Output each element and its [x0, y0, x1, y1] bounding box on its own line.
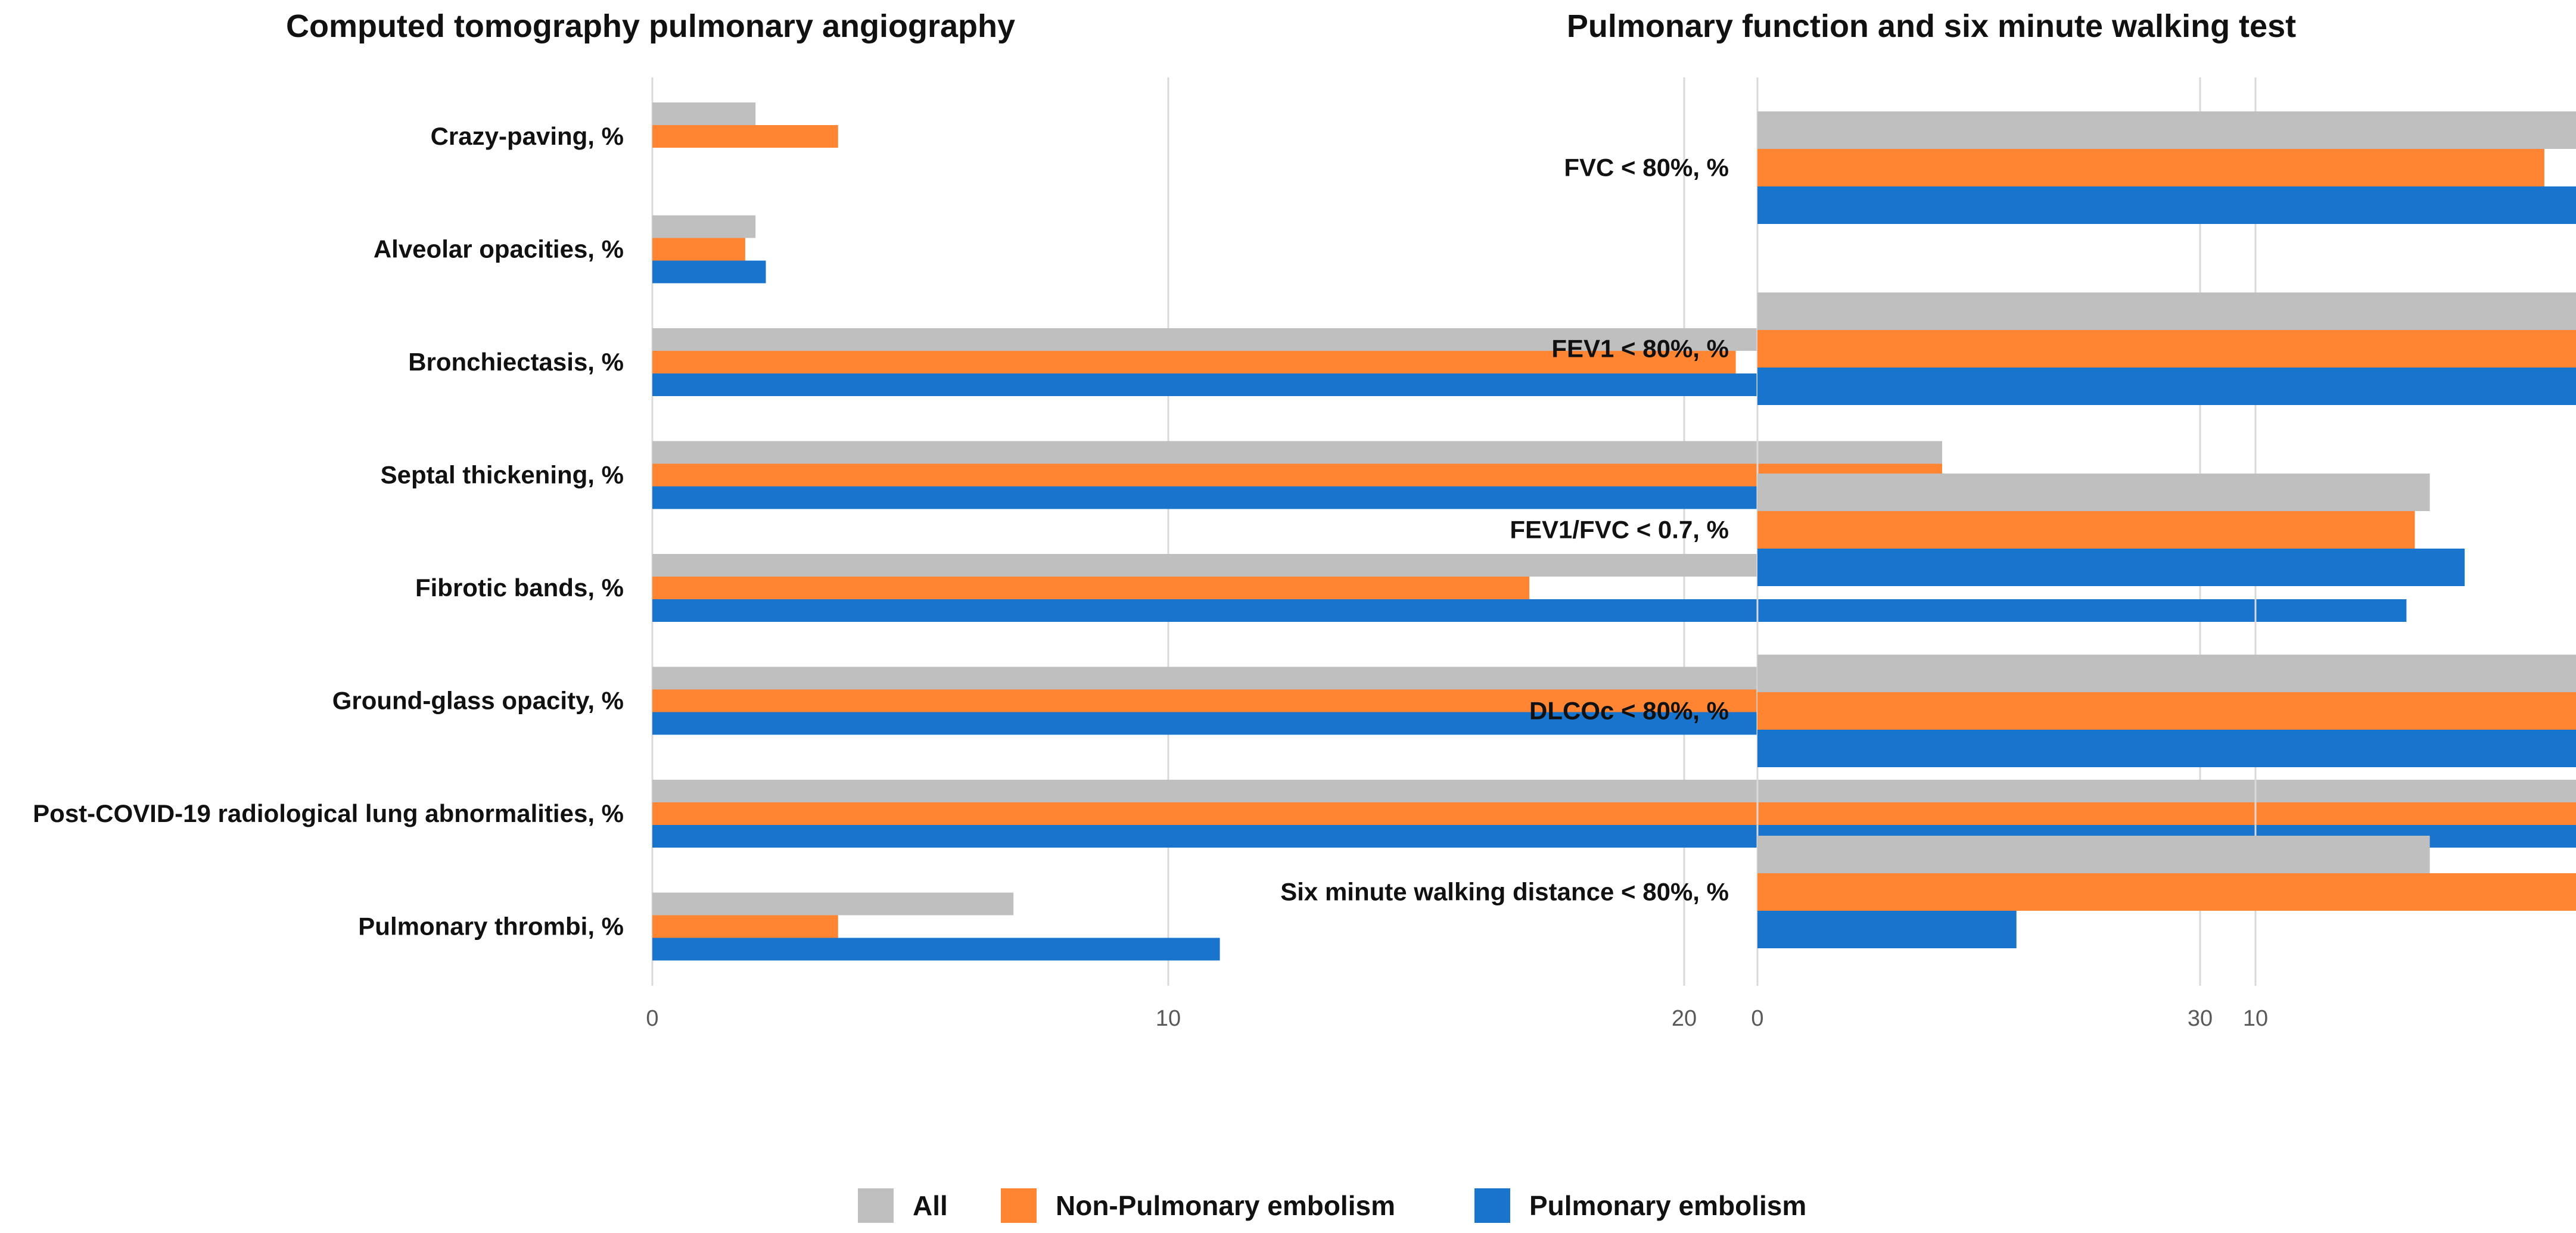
bar-non-pulmonary-embolism-pulmonary-thrombi: [652, 915, 838, 938]
category-label-crazy-paving: Crazy-paving, %: [431, 122, 624, 150]
bar-pulmonary-embolism-dlcoc-80: [1757, 730, 2576, 767]
x-tick-pf-0: 0: [1751, 1006, 1763, 1031]
category-label-post-covid-19-radiological-lung-abnormalities: Post-COVID-19 radiological lung abnormal…: [33, 799, 624, 827]
bar-all-pulmonary-thrombi: [652, 892, 1014, 916]
bar-pulmonary-embolism-fibrotic-bands: [652, 599, 2407, 622]
x-tick-ct-0: 0: [646, 1006, 658, 1031]
bar-non-pulmonary-embolism-bronchiectasis: [652, 351, 1736, 373]
category-label-ground-glass-opacity: Ground-glass opacity, %: [332, 687, 624, 715]
x-tick-ct-20: 20: [1672, 1006, 1697, 1031]
legend-swatch-non-pulmonary-embolism: [1001, 1188, 1037, 1223]
bar-non-pulmonary-embolism-post-covid-19-radiological-lung-abnormalities: [652, 802, 2576, 825]
bar-pulmonary-embolism-fev1-80: [1757, 368, 2576, 405]
bar-all-fev1-80: [1757, 292, 2576, 330]
bars-pf: [1757, 111, 2576, 948]
category-label-fvc-80: FVC < 80%, %: [1564, 154, 1729, 182]
category-labels-ct: Crazy-paving, % Alveolar opacities, % Bron…: [33, 122, 624, 941]
bar-non-pulmonary-embolism-fev1-80: [1757, 330, 2576, 368]
bar-non-pulmonary-embolism-dlcoc-80: [1757, 692, 2576, 730]
legend-label-all: All: [913, 1190, 948, 1221]
category-label-fev1-fvc-0-7: FEV1/FVC < 0.7, %: [1510, 516, 1729, 544]
bar-all-alveolar-opacities: [652, 215, 756, 238]
bar-non-pulmonary-embolism-alveolar-opacities: [652, 238, 745, 261]
category-label-alveolar-opacities: Alveolar opacities, %: [374, 235, 624, 263]
bar-non-pulmonary-embolism-six-minute-walking-distance-80: [1757, 873, 2576, 911]
bar-all-fibrotic-bands: [652, 554, 1942, 577]
bar-non-pulmonary-embolism-fev1-fvc-0-7: [1757, 511, 2415, 549]
bar-pulmonary-embolism-bronchiectasis: [652, 373, 1942, 396]
bar-pulmonary-embolism-septal-thickening: [652, 486, 1942, 509]
bar-pulmonary-embolism-alveolar-opacities: [652, 260, 766, 284]
category-label-six-minute-walking-distance-80: Six minute walking distance < 80%, %: [1280, 878, 1729, 906]
bar-non-pulmonary-embolism-fibrotic-bands: [652, 577, 1530, 599]
bar-non-pulmonary-embolism-crazy-paving: [652, 125, 838, 148]
bar-all-bronchiectasis: [652, 328, 1839, 351]
bar-all-fvc-80: [1757, 111, 2576, 149]
bar-pulmonary-embolism-fvc-80: [1757, 186, 2576, 224]
legend-swatch-all: [858, 1188, 894, 1223]
bar-pulmonary-embolism-six-minute-walking-distance-80: [1757, 911, 2017, 948]
bar-all-crazy-paving: [652, 102, 756, 125]
x-tick-pf-10: 10: [2243, 1006, 2268, 1031]
legend-label-non-pulmonary-embolism: Non-Pulmonary embolism: [1056, 1190, 1395, 1221]
bar-pulmonary-embolism-pulmonary-thrombi: [652, 938, 1220, 961]
chart-title-pulmonary-function: Pulmonary function and six minute walkin…: [1567, 8, 2296, 44]
category-label-septal-thickening: Septal thickening, %: [381, 461, 624, 489]
x-tick-ct-30: 30: [2188, 1006, 2213, 1031]
chart-title-ct: Computed tomography pulmonary angiograph…: [286, 8, 1015, 44]
bar-all-septal-thickening: [652, 441, 1942, 464]
bar-pulmonary-embolism-fev1-fvc-0-7: [1757, 549, 2465, 586]
legend-swatch-pulmonary-embolism: [1474, 1188, 1510, 1223]
x-tick-labels-ct: 010203040506070: [646, 1006, 2213, 1031]
bar-non-pulmonary-embolism-septal-thickening: [652, 463, 1942, 487]
chart-pulmonary-function: Pulmonary function and six minute walkin…: [1280, 8, 2576, 1031]
category-label-pulmonary-thrombi: Pulmonary thrombi, %: [358, 913, 624, 941]
bar-all-post-covid-19-radiological-lung-abnormalities: [652, 780, 2576, 802]
category-labels-pf: FVC < 80%, % FEV1 < 80%, % FEV1/FVC < 0.7,…: [1280, 154, 1729, 906]
category-label-fev1-80: FEV1 < 80%, %: [1551, 335, 1729, 363]
legend-label-pulmonary-embolism: Pulmonary embolism: [1529, 1190, 1806, 1221]
bar-all-six-minute-walking-distance-80: [1757, 836, 2430, 873]
category-label-fibrotic-bands: Fibrotic bands, %: [415, 574, 624, 602]
bar-non-pulmonary-embolism-fvc-80: [1757, 149, 2544, 186]
category-label-dlcoc-80: DLCOc < 80%, %: [1529, 697, 1729, 725]
bar-all-fev1-fvc-0-7: [1757, 474, 2430, 511]
x-tick-labels-pf: 01020304050607080: [1751, 1006, 2268, 1031]
category-label-bronchiectasis: Bronchiectasis, %: [408, 348, 624, 376]
legend: All Non-Pulmonary embolism Pulmonary embol…: [858, 1188, 1806, 1223]
bar-all-dlcoc-80: [1757, 655, 2576, 692]
x-tick-ct-10: 10: [1156, 1006, 1181, 1031]
